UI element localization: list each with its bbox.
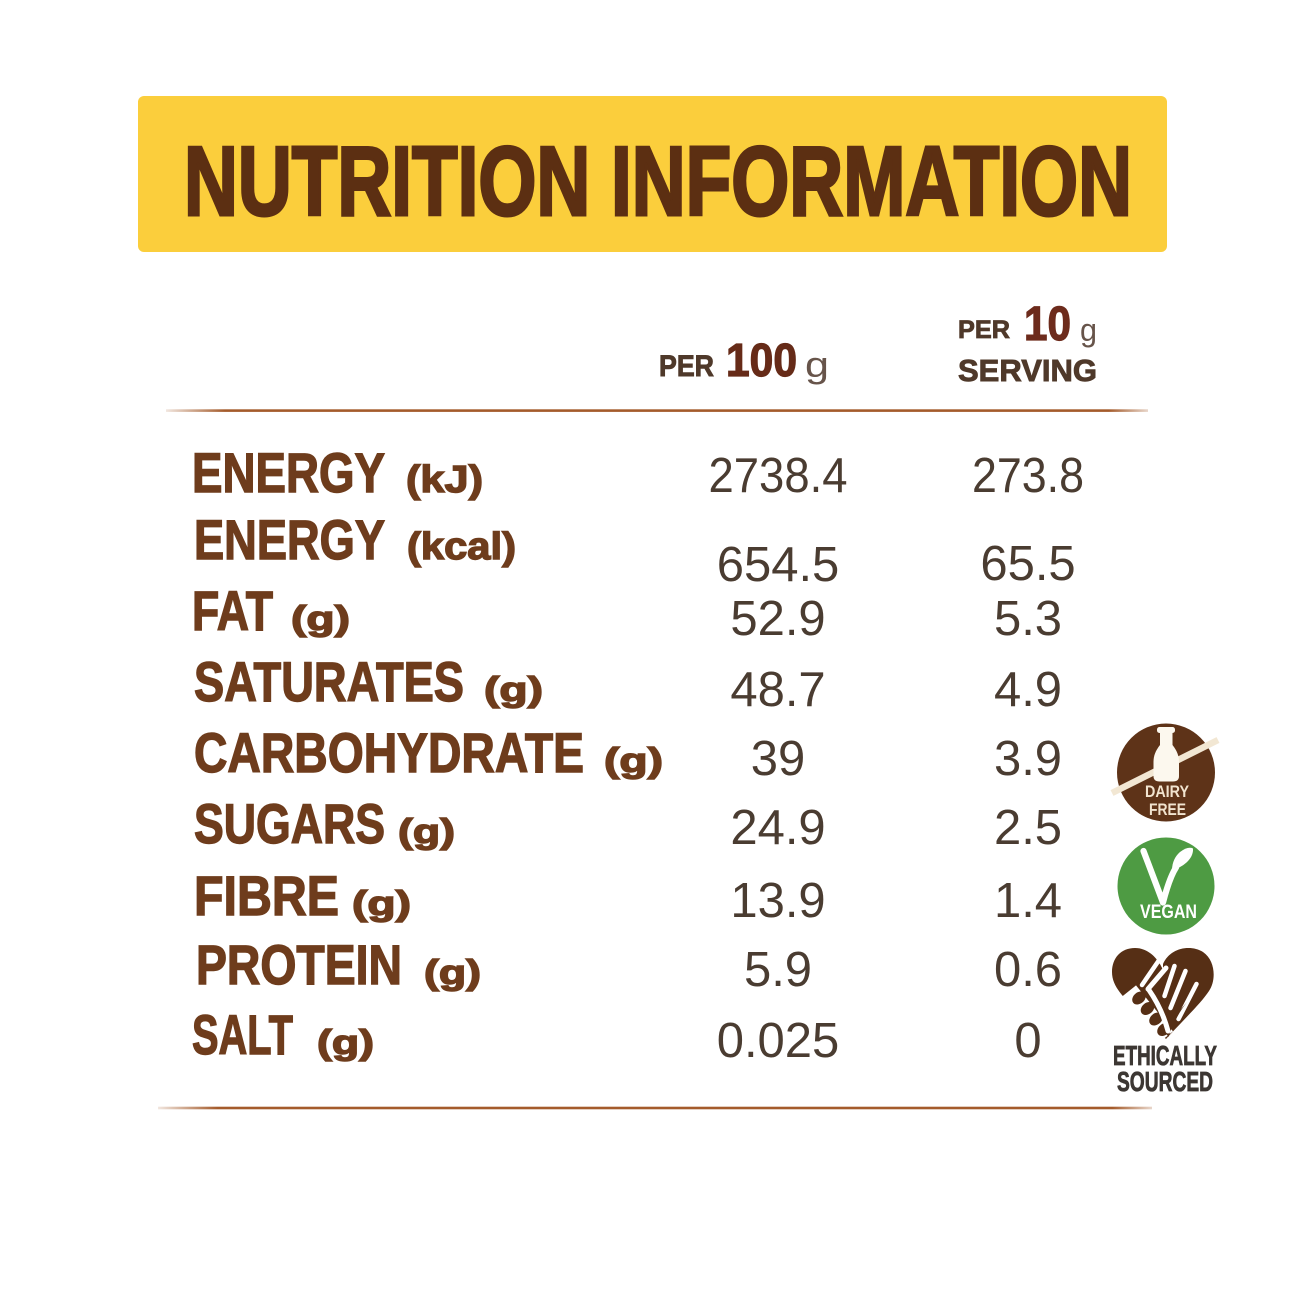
svg-text:DAIRY: DAIRY: [1145, 782, 1190, 801]
svg-text:0: 0: [1014, 1014, 1041, 1068]
svg-text:(kJ): (kJ): [406, 459, 483, 501]
svg-text:ENERGY: ENERGY: [192, 441, 385, 504]
svg-text:65.5: 65.5: [980, 537, 1075, 591]
svg-text:0.6: 0.6: [994, 943, 1062, 997]
svg-text:(g): (g): [352, 885, 411, 923]
svg-text:PER: PER: [659, 350, 714, 383]
svg-text:FAT: FAT: [192, 579, 273, 642]
svg-text:2.5: 2.5: [994, 801, 1062, 855]
svg-text:3.9: 3.9: [994, 732, 1062, 786]
svg-text:(g): (g): [317, 1024, 374, 1062]
svg-text:13.9: 13.9: [730, 874, 825, 928]
svg-text:10: 10: [1024, 298, 1071, 351]
svg-text:4.9: 4.9: [994, 663, 1062, 717]
svg-text:SOURCED: SOURCED: [1117, 1066, 1213, 1097]
svg-text:48.7: 48.7: [730, 663, 825, 717]
svg-text:(g): (g): [398, 813, 455, 851]
svg-text:(g): (g): [604, 742, 663, 780]
svg-text:24.9: 24.9: [730, 801, 825, 855]
svg-text:5.3: 5.3: [994, 592, 1062, 646]
svg-text:FIBRE: FIBRE: [194, 864, 339, 927]
svg-text:SERVING: SERVING: [958, 353, 1097, 388]
svg-text:PER: PER: [958, 316, 1010, 344]
svg-text:0.025: 0.025: [717, 1014, 840, 1068]
svg-text:39: 39: [751, 732, 806, 786]
svg-text:(g): (g): [484, 671, 543, 709]
svg-text:SATURATES: SATURATES: [194, 650, 464, 713]
svg-text:NUTRITION INFORMATION: NUTRITION INFORMATION: [184, 126, 1132, 236]
svg-text:2738.4: 2738.4: [709, 449, 848, 503]
svg-text:ENERGY: ENERGY: [194, 508, 385, 571]
svg-text:52.9: 52.9: [730, 592, 825, 646]
svg-text:ETHICALLY: ETHICALLY: [1113, 1040, 1217, 1071]
svg-text:g: g: [1080, 312, 1097, 348]
svg-text:654.5: 654.5: [717, 538, 840, 592]
svg-text:273.8: 273.8: [972, 449, 1084, 503]
svg-text:SALT: SALT: [192, 1003, 293, 1066]
svg-text:1.4: 1.4: [994, 874, 1062, 928]
svg-text:(kcal): (kcal): [407, 526, 516, 568]
svg-text:CARBOHYDRATE: CARBOHYDRATE: [194, 721, 584, 784]
svg-text:5.9: 5.9: [744, 943, 812, 997]
svg-text:FREE: FREE: [1149, 800, 1186, 819]
svg-text:100: 100: [726, 334, 797, 386]
svg-text:(g): (g): [291, 600, 350, 638]
svg-text:g: g: [805, 344, 829, 385]
svg-text:PROTEIN: PROTEIN: [196, 933, 402, 996]
svg-text:SUGARS: SUGARS: [194, 792, 385, 855]
svg-text:VEGAN: VEGAN: [1140, 902, 1197, 923]
svg-text:(g): (g): [424, 954, 481, 992]
